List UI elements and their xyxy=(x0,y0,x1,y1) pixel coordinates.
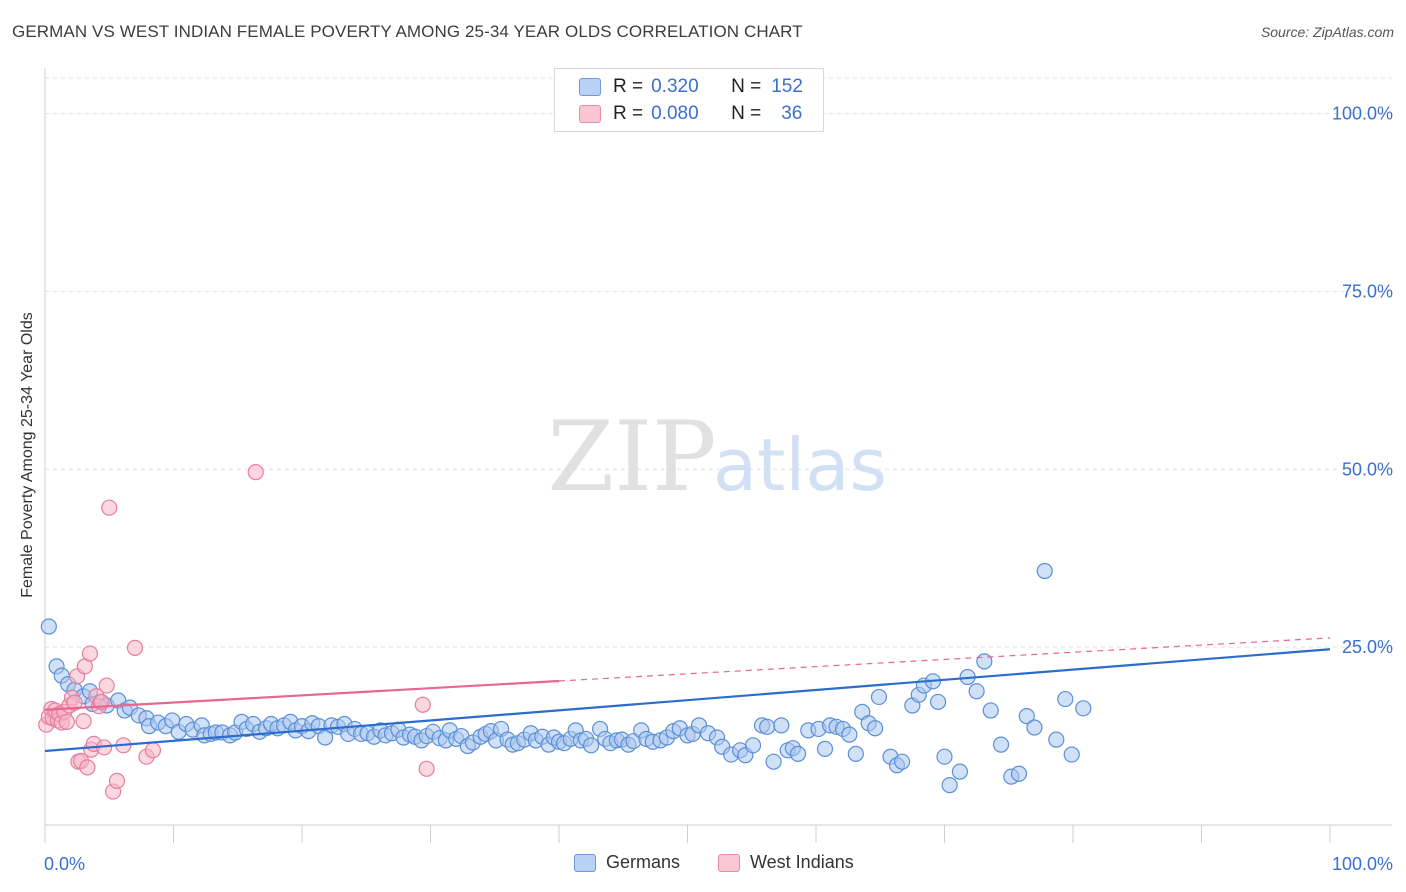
west-indian-point[interactable] xyxy=(126,639,144,656)
german-point[interactable] xyxy=(1036,562,1053,580)
german-point[interactable] xyxy=(936,748,953,765)
germans-swatch xyxy=(579,78,601,96)
x-tick-label: 0.0% xyxy=(44,854,85,874)
y-tick-label: 100.0% xyxy=(1332,104,1393,124)
german-point[interactable] xyxy=(841,726,858,743)
r-value: 0.080 xyxy=(651,103,699,124)
west-indian-point[interactable] xyxy=(75,713,92,730)
german-point[interactable] xyxy=(976,653,993,670)
west-indians-legend-swatch xyxy=(718,853,740,872)
y-tick-label: 50.0% xyxy=(1342,459,1393,479)
german-point[interactable] xyxy=(847,745,864,762)
stats-legend: R = 0.320 N = 152 R = 0.080 N = 36 xyxy=(554,68,824,132)
legend-label-germans: Germans xyxy=(606,852,681,872)
west-indian-point[interactable] xyxy=(81,645,99,662)
r-label: R = xyxy=(613,103,644,124)
watermark-atlas: atlas xyxy=(713,423,887,507)
stats-legend-row-germans: R = 0.320 N = 152 xyxy=(579,75,803,99)
west-indian-point[interactable] xyxy=(58,713,75,730)
axes xyxy=(44,68,1392,843)
legend-item-germans[interactable]: Germans xyxy=(574,852,680,873)
german-point[interactable] xyxy=(870,688,888,706)
grid-lines xyxy=(45,77,1392,648)
german-point[interactable] xyxy=(1010,765,1028,782)
german-point[interactable] xyxy=(1075,700,1092,717)
west-indian-point[interactable] xyxy=(79,759,96,776)
german-point[interactable] xyxy=(982,702,999,719)
german-point[interactable] xyxy=(951,763,969,780)
chart-source: Source: ZipAtlas.com xyxy=(1260,24,1394,40)
legend-label-west-indians: West Indians xyxy=(750,852,854,872)
german-point[interactable] xyxy=(1048,731,1065,748)
german-point[interactable] xyxy=(816,740,834,757)
trend-lines xyxy=(44,637,1331,753)
watermark-zip: ZIP xyxy=(547,401,716,513)
west-indian-point[interactable] xyxy=(144,742,162,759)
german-point[interactable] xyxy=(1018,708,1035,725)
german-point[interactable] xyxy=(1057,690,1074,708)
german-point[interactable] xyxy=(992,736,1010,753)
german-point[interactable] xyxy=(759,718,776,735)
west-indian-point[interactable] xyxy=(247,464,264,481)
german-point[interactable] xyxy=(1063,746,1080,763)
n-label: N = xyxy=(731,103,762,124)
west-indian-point[interactable] xyxy=(101,499,118,516)
west-indian-point[interactable] xyxy=(414,696,431,713)
trend-line-solid-1 xyxy=(44,679,560,711)
german-point[interactable] xyxy=(968,683,985,700)
tick-labels: 25.0% 50.0% 75.0% 100.0% 0.0% 100.0% xyxy=(44,104,1393,874)
n-value: 36 xyxy=(781,103,803,124)
german-point[interactable] xyxy=(1026,719,1043,736)
r-label: R = xyxy=(613,76,644,97)
west-indians-swatch xyxy=(579,105,601,123)
german-point[interactable] xyxy=(941,777,958,794)
german-point[interactable] xyxy=(867,720,884,737)
n-label: N = xyxy=(731,76,762,97)
watermark: ZIP atlas xyxy=(547,401,887,513)
german-point[interactable] xyxy=(744,737,762,754)
german-point[interactable] xyxy=(583,737,600,754)
trend-line-dashed-1 xyxy=(558,637,1331,682)
german-point[interactable] xyxy=(765,753,782,770)
y-tick-label: 25.0% xyxy=(1342,637,1393,657)
germans-legend-swatch xyxy=(574,853,596,872)
german-point[interactable] xyxy=(893,753,911,770)
y-tick-label: 75.0% xyxy=(1342,281,1393,301)
y-axis-label: Female Poverty Among 25-34 Year Olds xyxy=(19,312,36,598)
west-indian-point[interactable] xyxy=(418,760,435,777)
german-point[interactable] xyxy=(789,745,807,762)
west-indian-point[interactable] xyxy=(108,772,126,789)
west-indian-point[interactable] xyxy=(98,677,115,694)
stats-legend-row-west-indians: R = 0.080 N = 36 xyxy=(579,102,802,126)
west-indian-point[interactable] xyxy=(66,694,83,711)
n-value: 152 xyxy=(771,76,803,97)
r-value: 0.320 xyxy=(651,76,699,97)
trend-line-0 xyxy=(44,648,1331,753)
german-point[interactable] xyxy=(773,717,790,734)
german-point[interactable] xyxy=(929,693,947,711)
x-tick-label: 100.0% xyxy=(1332,854,1393,874)
data-points xyxy=(38,464,1092,800)
legend-item-west-indians[interactable]: West Indians xyxy=(718,852,854,873)
german-point[interactable] xyxy=(40,618,57,635)
chart-title: GERMAN VS WEST INDIAN FEMALE POVERTY AMO… xyxy=(12,22,803,41)
